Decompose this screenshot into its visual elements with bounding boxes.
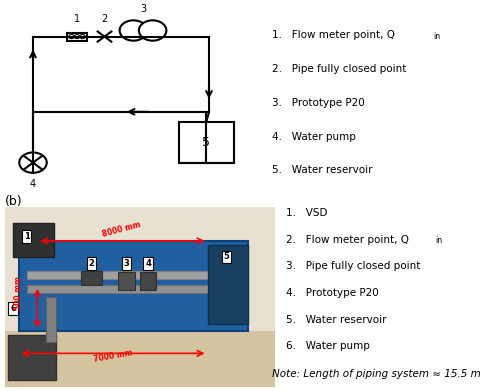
Text: in: in [436,237,442,246]
Text: 3.   Prototype P20: 3. Prototype P20 [272,98,365,108]
Text: 4.   Water pump: 4. Water pump [272,132,356,142]
Bar [8,335,56,380]
Text: 4: 4 [145,259,151,268]
Text: 500 mm: 500 mm [14,276,23,310]
Bar [46,297,56,342]
Bar [208,246,248,324]
Text: 5: 5 [202,136,210,149]
Bar [118,273,134,291]
Text: 2: 2 [102,14,107,24]
Text: 1.   VSD: 1. VSD [286,208,328,218]
Bar [26,285,229,292]
Bar [68,32,86,41]
Circle shape [120,20,147,41]
Text: 1: 1 [74,14,80,24]
Circle shape [80,34,85,39]
Bar [5,207,275,331]
Text: 8000 mm: 8000 mm [101,219,141,239]
Text: 5.   Water reservoir: 5. Water reservoir [272,165,372,176]
Text: (b): (b) [5,195,22,208]
Text: in: in [433,32,440,41]
Text: Note: Length of piping system ≈ 15.5 m: Note: Length of piping system ≈ 15.5 m [272,369,481,379]
Text: 1.   Flow meter point, Q: 1. Flow meter point, Q [272,30,395,40]
Text: 6.   Water pump: 6. Water pump [286,341,370,352]
Text: 2.   Pipe fully closed point: 2. Pipe fully closed point [272,64,406,74]
Text: 2.   Flow meter point, Q: 2. Flow meter point, Q [286,235,409,245]
Text: 6: 6 [10,304,16,313]
Bar [18,241,248,331]
Text: 3.   Pipe fully closed point: 3. Pipe fully closed point [286,261,420,271]
Text: 5: 5 [224,252,230,261]
Text: 4: 4 [30,179,36,189]
Text: 5.   Water reservoir: 5. Water reservoir [286,315,386,325]
Text: 4.   Prototype P20: 4. Prototype P20 [286,288,379,298]
Bar [13,223,54,256]
Text: 3: 3 [124,259,130,268]
Circle shape [139,20,166,41]
Text: 7000 mm: 7000 mm [93,349,133,364]
Circle shape [74,34,80,39]
Bar [5,331,275,387]
Bar [140,273,156,291]
Circle shape [68,34,74,39]
Text: 3: 3 [140,4,146,14]
Circle shape [19,152,47,173]
Text: 1: 1 [24,232,30,241]
Bar [179,122,234,163]
Bar [26,271,229,279]
Text: 2: 2 [88,259,94,268]
Bar [80,271,102,285]
